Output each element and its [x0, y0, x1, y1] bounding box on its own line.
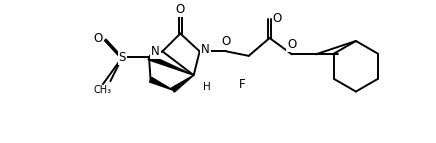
Text: O: O — [176, 3, 185, 16]
Text: O: O — [94, 32, 103, 45]
Text: O: O — [272, 12, 282, 25]
Text: N: N — [151, 45, 160, 58]
Text: S: S — [119, 51, 126, 64]
Polygon shape — [150, 77, 173, 90]
Text: CH₃: CH₃ — [94, 85, 112, 95]
Polygon shape — [148, 55, 194, 75]
Text: N: N — [201, 42, 210, 55]
Text: H: H — [203, 82, 210, 92]
Text: O: O — [222, 35, 231, 48]
Text: O: O — [287, 38, 296, 51]
Polygon shape — [171, 75, 194, 92]
Text: F: F — [239, 78, 246, 91]
